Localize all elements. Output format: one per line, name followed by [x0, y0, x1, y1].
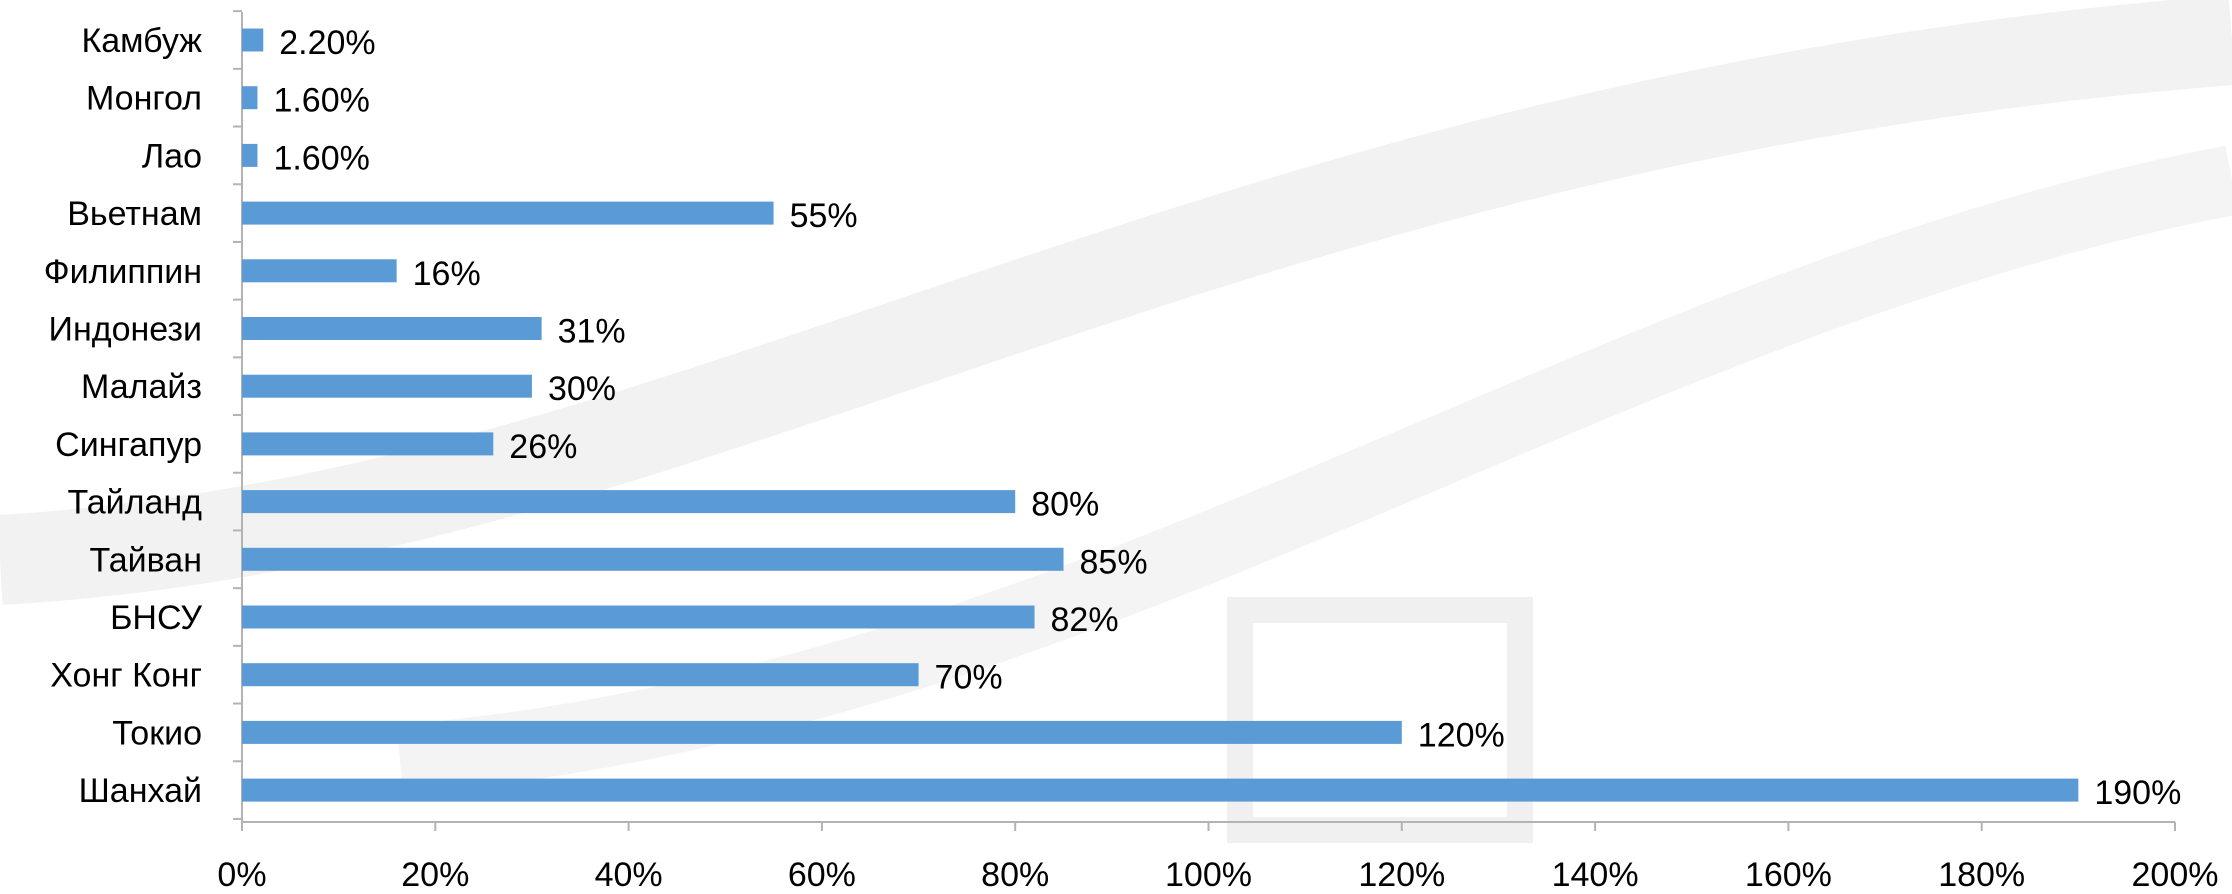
data-label: 120%: [1418, 716, 1505, 754]
category-label: Малайз: [81, 368, 202, 406]
data-label: 82%: [1051, 601, 1119, 639]
x-tick-label: 40%: [595, 856, 663, 889]
x-tick-label: 80%: [981, 856, 1049, 889]
category-label: Сингапур: [55, 426, 202, 464]
category-label: Индонези: [49, 311, 202, 349]
x-tick-label: 160%: [1745, 856, 1832, 889]
bar: [242, 663, 919, 687]
x-tick-label: 20%: [401, 856, 469, 889]
category-label: Тайван: [89, 541, 202, 579]
background-watermark: [0, 0, 2232, 843]
bar: [242, 490, 1016, 514]
x-tick-label: 0%: [217, 856, 266, 889]
bar: [242, 28, 264, 52]
bar: [242, 374, 532, 398]
bar: [242, 432, 494, 456]
x-axis-tick-labels: 0% 20% 40% 60% 80% 100% 120% 140% 160% 180% 200%: [217, 856, 2219, 894]
bar: [242, 605, 1035, 629]
category-label: Монгол: [86, 80, 202, 118]
bar: [242, 720, 1402, 744]
bar-series: [242, 28, 2079, 802]
data-label: 26%: [509, 428, 577, 466]
data-label: 70%: [935, 659, 1003, 697]
data-label: 30%: [548, 370, 616, 408]
category-label: Токио: [112, 714, 202, 752]
bar: [242, 201, 774, 225]
category-label: БНСУ: [110, 599, 202, 637]
category-label: Тайланд: [67, 484, 202, 522]
data-label: 16%: [413, 255, 481, 293]
x-tick-label: 140%: [1552, 856, 1639, 889]
data-labels: 2.20% 1.60% 1.60% 55% 16% 31% 30% 26% 80% 85% 82% 7…: [273, 24, 2181, 812]
data-label: 190%: [2094, 774, 2181, 812]
bar: [242, 547, 1064, 571]
data-label: 1.60%: [273, 82, 369, 120]
data-label: 1.60%: [273, 139, 369, 177]
x-tick-label: 180%: [1938, 856, 2025, 889]
bar: [242, 86, 258, 110]
category-label: Вьетнам: [67, 195, 202, 233]
x-tick-label: 200%: [2132, 856, 2219, 889]
category-label: Шанхай: [79, 772, 202, 810]
data-label: 31%: [558, 313, 626, 351]
category-label: Камбуж: [81, 22, 202, 60]
data-label: 55%: [790, 197, 858, 235]
category-label: Лао: [142, 137, 202, 175]
bar: [242, 317, 542, 340]
bar: [242, 143, 258, 167]
x-tick-label: 60%: [788, 856, 856, 889]
data-label: 80%: [1031, 486, 1099, 524]
bar: [242, 259, 397, 283]
bar: [242, 778, 2079, 802]
category-label: Хонг Конг: [50, 657, 202, 695]
data-label: 2.20%: [279, 24, 375, 62]
category-label: Филиппин: [44, 253, 202, 291]
category-labels: Камбуж Монгол Лао Вьетнам Филиппин Индонези Ма…: [44, 22, 203, 810]
x-tick-label: 100%: [1165, 856, 1252, 889]
x-tick-label: 120%: [1358, 856, 1445, 889]
data-label: 85%: [1080, 543, 1148, 581]
